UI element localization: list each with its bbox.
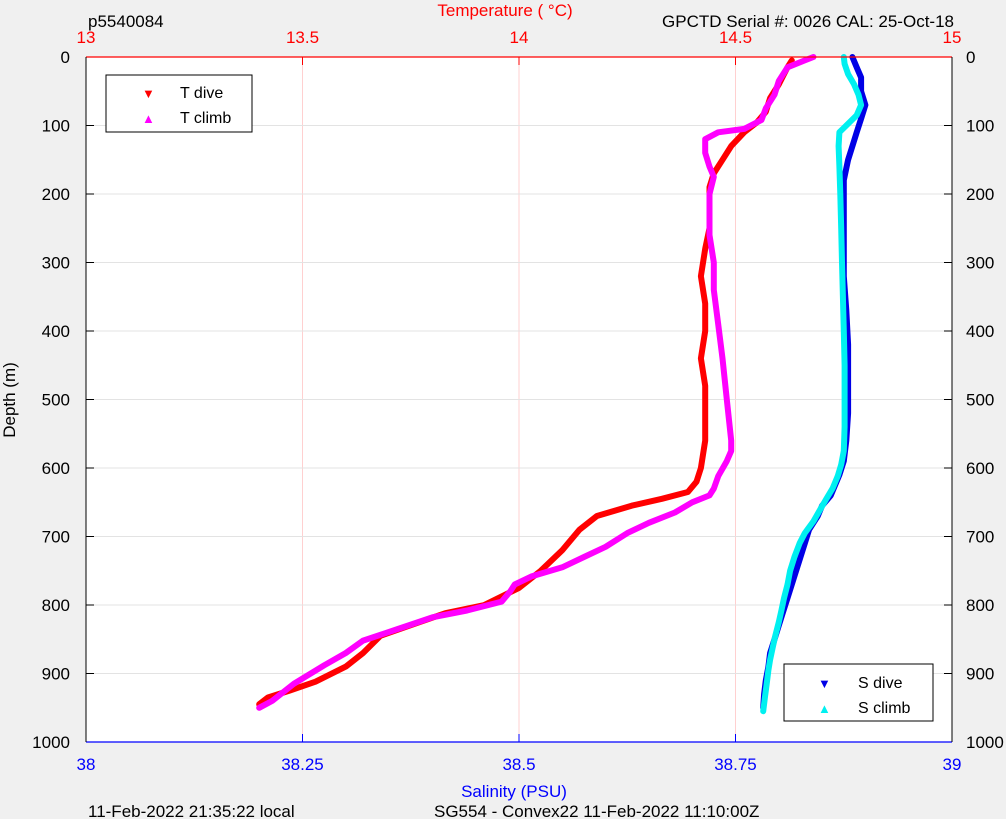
depth-tick-label: 300 bbox=[42, 254, 70, 273]
salinity-ticks: 38 38.25 38.5 38.75 39 bbox=[77, 734, 962, 774]
depth-tick-label-right: 400 bbox=[966, 322, 994, 341]
salinity-axis-title: Salinity (PSU) bbox=[461, 782, 567, 801]
temperature-tick-label: 13 bbox=[77, 28, 96, 47]
legend-temperature: ▼ T dive ▲ T climb bbox=[105, 74, 253, 133]
depth-tick-label-right: 700 bbox=[966, 528, 994, 547]
temperature-ticks: 13 13.5 14 14.5 15 bbox=[77, 28, 962, 65]
depth-ticks-left: 0 100 200 300 400 500 600 700 800 900 1000 bbox=[32, 48, 94, 752]
depth-tick-label-right: 900 bbox=[966, 665, 994, 684]
depth-tick-label: 200 bbox=[42, 185, 70, 204]
footer-local-time: 11-Feb-2022 21:35:22 local bbox=[88, 802, 295, 819]
depth-tick-label-right: 300 bbox=[966, 254, 994, 273]
depth-tick-label: 800 bbox=[42, 596, 70, 615]
depth-tick-label: 1000 bbox=[32, 733, 70, 752]
depth-tick-label: 0 bbox=[61, 48, 70, 67]
depth-tick-label-right: 500 bbox=[966, 391, 994, 410]
t-climb-line bbox=[256, 54, 817, 711]
data-series bbox=[256, 54, 869, 715]
depth-tick-label: 600 bbox=[42, 459, 70, 478]
salinity-tick-label: 38.5 bbox=[502, 755, 535, 774]
depth-ticks-right: 0 100 200 300 400 500 600 700 800 900 1000 bbox=[944, 48, 1004, 752]
depth-tick-label: 900 bbox=[42, 665, 70, 684]
t-dive-marker: ▼ bbox=[142, 86, 155, 101]
depth-tick-label-right: 600 bbox=[966, 459, 994, 478]
legend-s-dive: S dive bbox=[858, 675, 903, 692]
depth-tick-label-right: 200 bbox=[966, 185, 994, 204]
legend-s-climb: S climb bbox=[858, 700, 911, 717]
legend-t-climb: T climb bbox=[180, 110, 231, 127]
temperature-tick-label: 14 bbox=[510, 28, 529, 47]
salinity-tick-label: 38 bbox=[77, 755, 96, 774]
depth-tick-label-right: 0 bbox=[966, 48, 975, 67]
temperature-tick-label: 15 bbox=[943, 28, 962, 47]
temperature-tick-label: 13.5 bbox=[286, 28, 319, 47]
salinity-tick-label: 39 bbox=[943, 755, 962, 774]
legend-temperature-box bbox=[105, 74, 253, 133]
depth-tick-label: 500 bbox=[42, 391, 70, 410]
temperature-tick-label: 14.5 bbox=[719, 28, 752, 47]
footer-mission: SG554 - Convex22 11-Feb-2022 11:10:00Z bbox=[434, 802, 759, 819]
legend-salinity-box bbox=[783, 663, 934, 722]
depth-tick-label: 400 bbox=[42, 322, 70, 341]
salinity-tick-label: 38.75 bbox=[714, 755, 757, 774]
salinity-tick-label: 38.25 bbox=[281, 755, 324, 774]
depth-tick-label: 700 bbox=[42, 528, 70, 547]
temperature-axis-title: Temperature ( °C) bbox=[437, 1, 572, 20]
depth-tick-label-right: 100 bbox=[966, 117, 994, 136]
t-climb-marker: ▲ bbox=[142, 111, 155, 126]
depth-tick-label-right: 800 bbox=[966, 596, 994, 615]
legend-t-dive: T dive bbox=[180, 85, 223, 102]
depth-axis-title: Depth (m) bbox=[0, 362, 19, 438]
s-climb-marker: ▲ bbox=[818, 701, 831, 716]
legend-salinity: ▼ S dive ▲ S climb bbox=[783, 663, 934, 722]
depth-tick-label-right: 1000 bbox=[966, 733, 1004, 752]
s-climb-line bbox=[760, 54, 865, 715]
s-dive-marker: ▼ bbox=[818, 676, 831, 691]
profile-id: p5540084 bbox=[88, 12, 164, 31]
instrument-serial: GPCTD Serial #: 0026 CAL: 25-Oct-18 bbox=[662, 12, 954, 31]
depth-tick-label: 100 bbox=[42, 117, 70, 136]
